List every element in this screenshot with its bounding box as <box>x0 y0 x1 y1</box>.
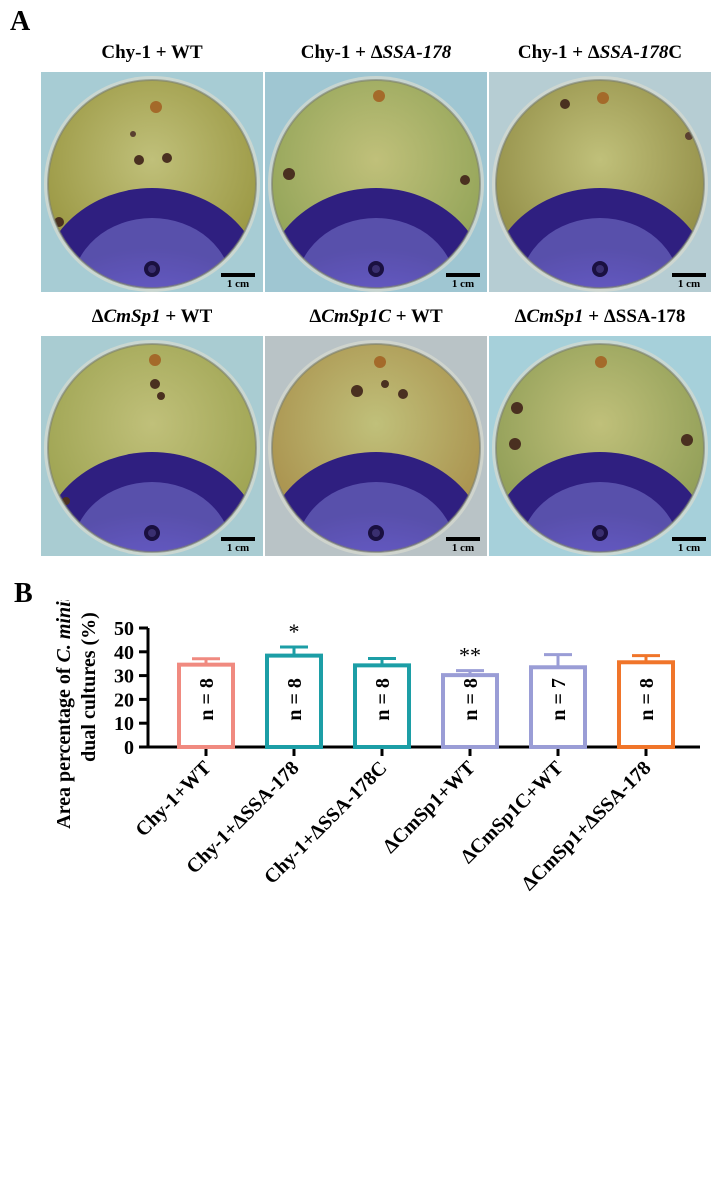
plate-title-6: ΔCmSp1 + ΔSSA-178 <box>514 306 686 327</box>
scale-label-3: 1 cm <box>677 278 701 290</box>
category-label-4: ΔCmSp1+WT <box>379 757 480 858</box>
petri-dish-photo-4 <box>41 336 263 556</box>
petri-dish-photo-1 <box>41 72 263 292</box>
scale-bar-2 <box>446 273 480 277</box>
scale-label-5: 1 cm <box>451 542 475 554</box>
scale-bar-1 <box>221 273 255 277</box>
y-tick-label: 50 <box>114 618 134 640</box>
category-label-1: Chy-1+WT <box>131 757 216 842</box>
plate-title-2: Chy-1 + ΔSSA-178 <box>300 42 452 63</box>
y-axis-title-line2: dual cultures (%) <box>78 612 100 762</box>
plate-title-1: Chy-1 + WT <box>101 42 203 63</box>
y-tick-label: 10 <box>114 713 134 735</box>
scale-bar-5 <box>446 537 480 541</box>
bar-5 <box>529 665 587 749</box>
y-tick-label: 0 <box>124 737 134 759</box>
panel-b-label: B <box>14 578 33 609</box>
bar-1 <box>177 662 235 749</box>
y-tick-label: 30 <box>114 666 134 688</box>
plate-title-5: ΔCmSp1C + WT <box>309 306 443 327</box>
bar-6 <box>617 660 675 749</box>
y-tick-label: 40 <box>114 642 134 664</box>
petri-dish-photo-5 <box>265 336 487 556</box>
scale-bar-3 <box>672 273 706 277</box>
n-label-6: n = 8 <box>636 678 658 721</box>
bars <box>177 645 675 749</box>
petri-dish-photo-3 <box>489 72 711 292</box>
scale-bar-4 <box>221 537 255 541</box>
petri-dish-photo-6 <box>489 336 711 556</box>
y-axis-title: Area percentage of C. minitans indual cu… <box>53 600 100 829</box>
panel-a-label: A <box>10 6 31 37</box>
n-label-3: n = 8 <box>372 678 394 721</box>
y-tick-label: 20 <box>114 689 134 711</box>
plate-title-3: Chy-1 + ΔSSA-178C <box>517 42 683 63</box>
n-label-5: n = 7 <box>548 678 570 721</box>
bar-3 <box>353 663 411 749</box>
scale-label-2: 1 cm <box>451 278 475 290</box>
significance-2: * <box>289 619 300 644</box>
scale-bar-6 <box>672 537 706 541</box>
petri-dish-photo-2 <box>265 72 487 292</box>
n-label-2: n = 8 <box>284 678 306 721</box>
y-axis-title-line1: Area percentage of C. minitans in <box>53 600 75 829</box>
bar-2 <box>265 653 323 749</box>
n-label-4: n = 8 <box>460 678 482 721</box>
significance-4: ** <box>459 643 481 668</box>
n-label-1: n = 8 <box>196 678 218 721</box>
bar-4 <box>441 673 499 749</box>
bar-chart: Area percentage of C. minitans indual cu… <box>53 600 700 895</box>
scale-label-6: 1 cm <box>677 542 701 554</box>
plate-title-4: ΔCmSp1 + WT <box>91 306 213 327</box>
scale-label-4: 1 cm <box>226 542 250 554</box>
scale-label-1: 1 cm <box>226 278 250 290</box>
